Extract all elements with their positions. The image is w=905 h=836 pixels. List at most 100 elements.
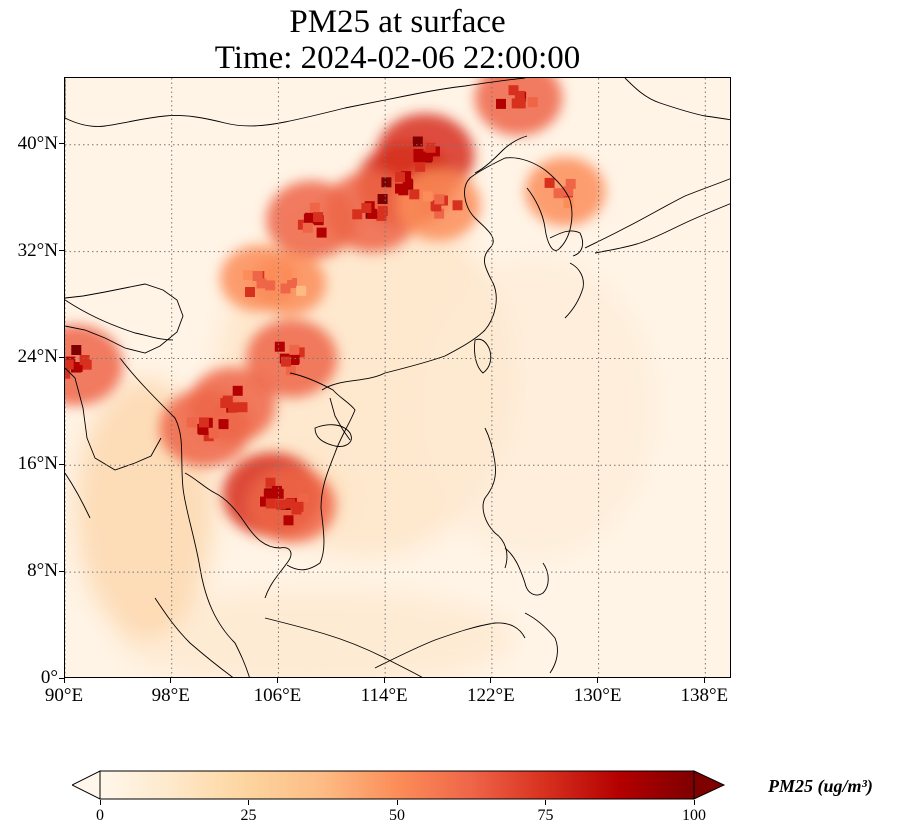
- hotspot-cell: [309, 202, 320, 213]
- colorbar-body: [99, 770, 695, 800]
- hotspot-cell: [237, 402, 248, 413]
- hotspot-cell: [186, 417, 197, 428]
- hotspot-halo: [65, 324, 123, 406]
- hotspot-cell: [289, 344, 300, 355]
- hotspot-cell: [243, 270, 254, 281]
- lon-tick-mark: [63, 678, 65, 683]
- hotspot-cell: [381, 177, 392, 188]
- lon-tick-label: 122°E: [467, 685, 515, 706]
- hotspot-cell: [72, 362, 83, 372]
- hotspot-cell: [245, 287, 255, 297]
- lon-tick-mark: [170, 678, 172, 683]
- colorbar-min-extend: [70, 770, 101, 800]
- hotspot-cell: [198, 417, 209, 428]
- hotspot-cell: [65, 359, 74, 370]
- hotspot-cell: [496, 98, 506, 109]
- lat-tick-mark: [59, 356, 64, 358]
- hotspot-cell: [263, 489, 274, 500]
- lat-tick-label: 40°N: [17, 132, 58, 154]
- hotspot-cell: [280, 283, 291, 294]
- colorbar-label: PM25 (ug/m³): [768, 776, 873, 796]
- lat-tick-mark: [59, 677, 64, 679]
- hotspot-cell: [265, 477, 276, 488]
- lon-tick-mark: [597, 678, 599, 683]
- hotspot-cell: [208, 428, 219, 439]
- colorbar-tick-label: 75: [537, 807, 554, 824]
- map-title: PM25 at surface Time: 2024-02-06 22:00:0…: [64, 4, 731, 76]
- hotspot-cell: [65, 368, 71, 379]
- lat-tick-mark: [59, 250, 64, 252]
- colorbar-tick-label: 100: [682, 807, 706, 824]
- colorbar-gradient: [70, 770, 726, 800]
- lat-tick-mark: [59, 570, 64, 572]
- colorbar-tick-mark: [248, 800, 249, 805]
- hotspot-cell: [275, 499, 286, 510]
- hotspot-cell: [198, 424, 209, 435]
- hotspot-cell: [422, 151, 433, 162]
- colorbar-tick-label: 25: [240, 807, 257, 824]
- hotspot-cell: [283, 515, 294, 526]
- colorbar-tick-label: 0: [96, 807, 104, 824]
- hotspot-cell: [515, 98, 526, 109]
- gridlines: [65, 78, 730, 677]
- colorbar-tick-mark: [99, 800, 101, 805]
- hotspot-cell: [316, 227, 327, 238]
- pm25-map: [64, 77, 731, 678]
- hotspot-cell: [398, 185, 409, 196]
- hotspot-cell: [377, 206, 388, 217]
- hotspot-cell: [422, 191, 433, 202]
- colorbar-tick-label: 50: [389, 807, 405, 824]
- colorbar: [70, 770, 732, 805]
- lat-tick-label: 32°N: [17, 239, 58, 261]
- colorbar-tick-mark: [545, 800, 546, 805]
- hotspot-cell: [514, 90, 525, 101]
- hotspot-cell: [553, 188, 564, 199]
- hotspot-cell: [79, 355, 90, 365]
- hotspot-cell: [271, 485, 282, 496]
- hotspot-cell: [409, 189, 420, 200]
- title-line-2: Time: 2024-02-06 22:00:00: [214, 40, 581, 76]
- hotspot-cell: [256, 278, 267, 289]
- hotspot-cell: [296, 285, 307, 296]
- lat-tick-label: 24°N: [17, 346, 58, 368]
- plume-core-layer: [65, 85, 576, 526]
- hotspot-cell: [302, 222, 313, 233]
- lon-tick-label: 98°E: [151, 685, 190, 706]
- lon-tick-label: 106°E: [253, 685, 302, 706]
- hotspot-cell: [294, 347, 305, 358]
- hotspot-cell: [434, 208, 445, 219]
- hotspot-cell: [413, 152, 424, 163]
- lat-tick-mark: [59, 463, 64, 465]
- hotspot-cell: [293, 501, 304, 512]
- hotspot-cell: [452, 200, 463, 211]
- lat-tick-label: 0°: [40, 667, 58, 688]
- hotspot-cell: [282, 270, 292, 280]
- hotspot-cell: [303, 213, 314, 224]
- hotspot-cell: [563, 198, 574, 209]
- hotspot-cell: [274, 341, 285, 352]
- hotspot-cell: [287, 278, 297, 288]
- hotspot-cell: [265, 280, 276, 291]
- hotspot-cell: [508, 85, 519, 96]
- hotspot-cell: [563, 186, 574, 197]
- hotspot-cell: [367, 208, 378, 219]
- hotspot-cell: [260, 496, 270, 507]
- hotspot-cell: [285, 498, 296, 509]
- lon-tick-mark: [276, 678, 278, 683]
- hotspot-cell: [431, 201, 442, 212]
- hotspot-cell: [565, 178, 576, 189]
- hotspot-cell: [352, 209, 363, 220]
- coastlines: [65, 78, 730, 677]
- hotspot-cell: [220, 398, 231, 408]
- lon-tick-mark: [490, 678, 492, 683]
- hotspot-cell: [71, 345, 82, 355]
- lon-tick-label: 90°E: [44, 685, 84, 706]
- hotspot-cell: [377, 194, 388, 204]
- hotspot-cell: [252, 271, 263, 281]
- lat-tick-label: 8°N: [27, 560, 58, 582]
- hotspot-cell: [415, 161, 426, 172]
- hotspot-cell: [425, 142, 436, 153]
- hotspot-cell: [361, 203, 372, 213]
- hotspot-cell: [412, 136, 423, 147]
- hotspot-cell: [285, 365, 296, 376]
